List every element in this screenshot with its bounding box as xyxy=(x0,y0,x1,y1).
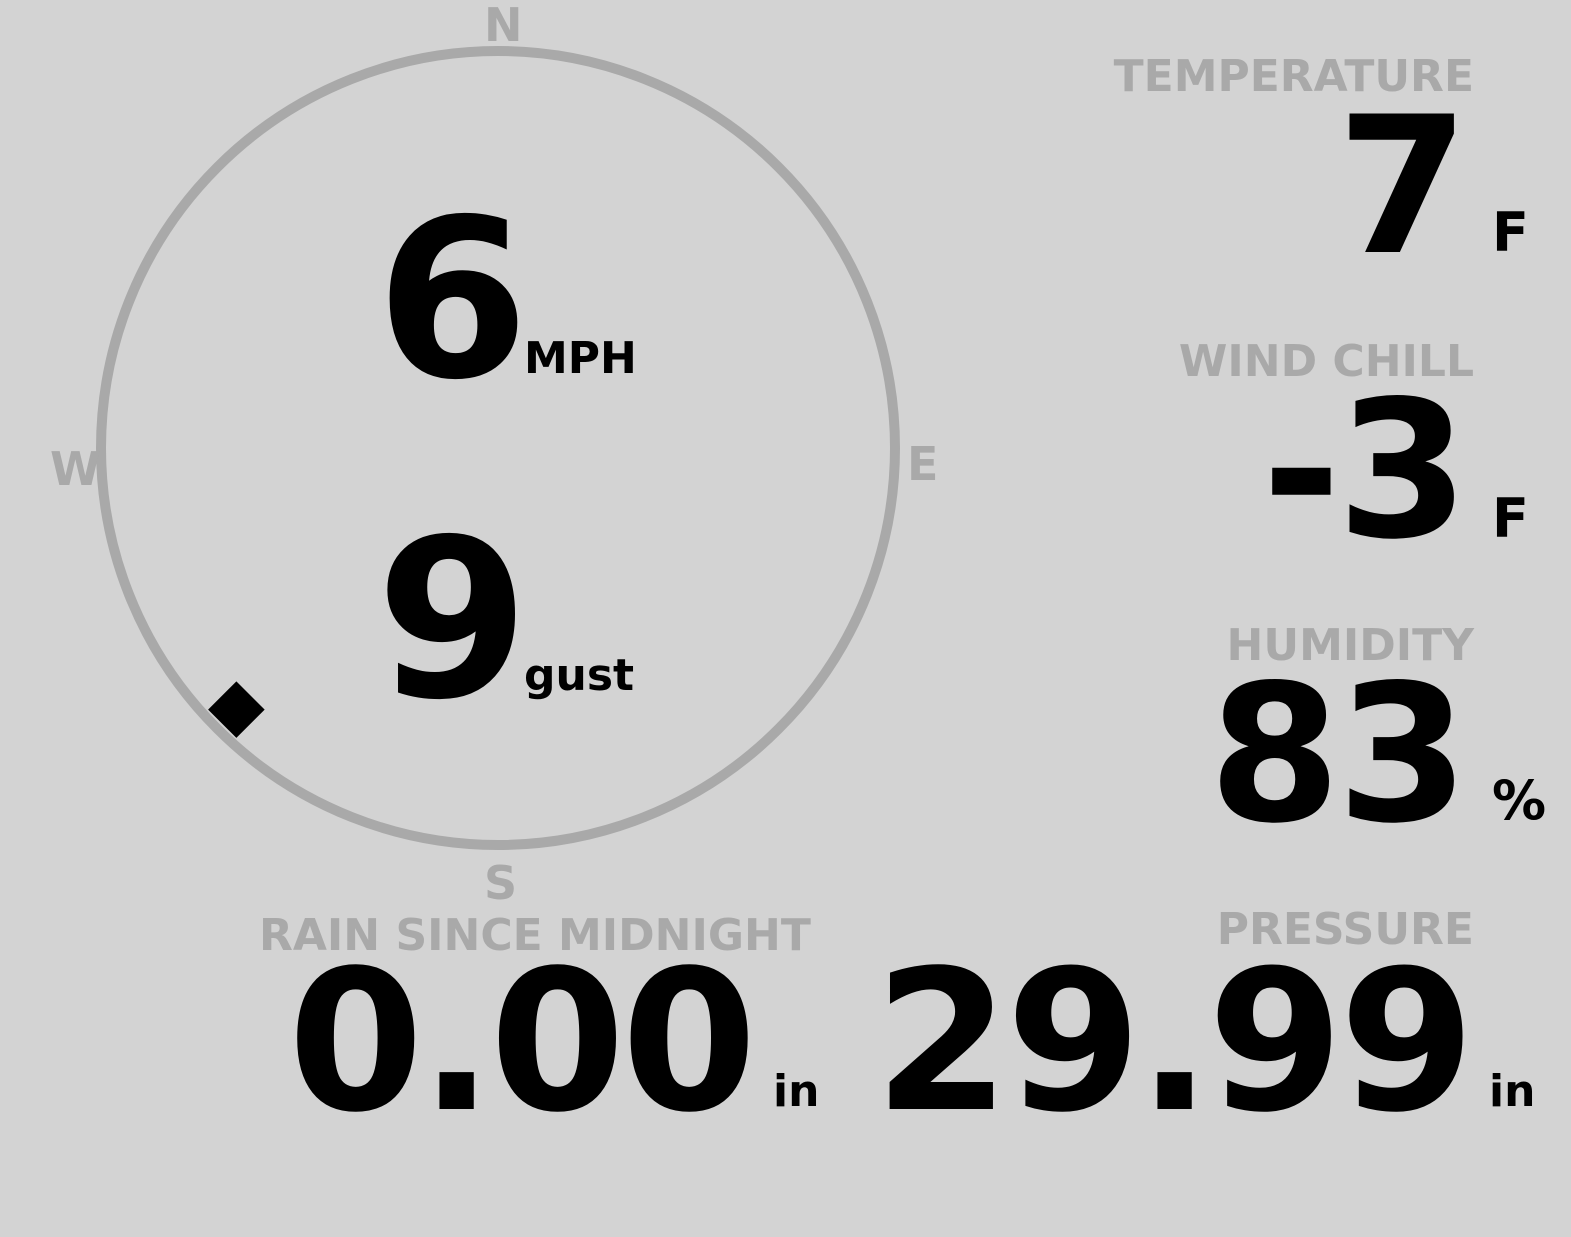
temperature-card: TEMPERATURE xyxy=(1114,55,1474,99)
humidity-card: HUMIDITY xyxy=(1227,624,1474,668)
compass-ring xyxy=(96,46,900,850)
wind-chill-value: -3 xyxy=(1261,360,1469,581)
humidity-value: 83 xyxy=(1208,644,1469,865)
compass-east: E xyxy=(907,437,939,491)
pressure-value: 29.99 xyxy=(874,928,1475,1155)
compass-north: N xyxy=(484,0,523,52)
compass-west: W xyxy=(50,442,101,496)
compass-south: S xyxy=(484,856,518,910)
pressure-label: PRESSURE xyxy=(1216,904,1474,955)
wind-chill-unit: F xyxy=(1492,487,1529,550)
temperature-value: 7 xyxy=(1336,76,1469,297)
rain-value: 0.00 xyxy=(287,928,757,1155)
rain-label: RAIN SINCE MIDNIGHT xyxy=(259,910,811,961)
temperature-unit: F xyxy=(1492,201,1529,264)
wind-gust-value: 9 xyxy=(376,492,529,748)
wind-speed-unit: MPH xyxy=(524,333,637,384)
temperature-label: TEMPERATURE xyxy=(1113,51,1474,102)
pressure-unit: in xyxy=(1489,1066,1536,1117)
humidity-label: HUMIDITY xyxy=(1226,620,1474,671)
rain-unit: in xyxy=(773,1066,820,1117)
wind-gust-unit: gust xyxy=(524,650,635,701)
wind-chill-label: WIND CHILL xyxy=(1178,336,1474,387)
wind-chill-card: WIND CHILL xyxy=(1179,340,1474,384)
humidity-unit: % xyxy=(1492,769,1547,832)
wind-speed-value: 6 xyxy=(376,172,529,428)
pressure-card: PRESSURE xyxy=(1217,908,1474,952)
